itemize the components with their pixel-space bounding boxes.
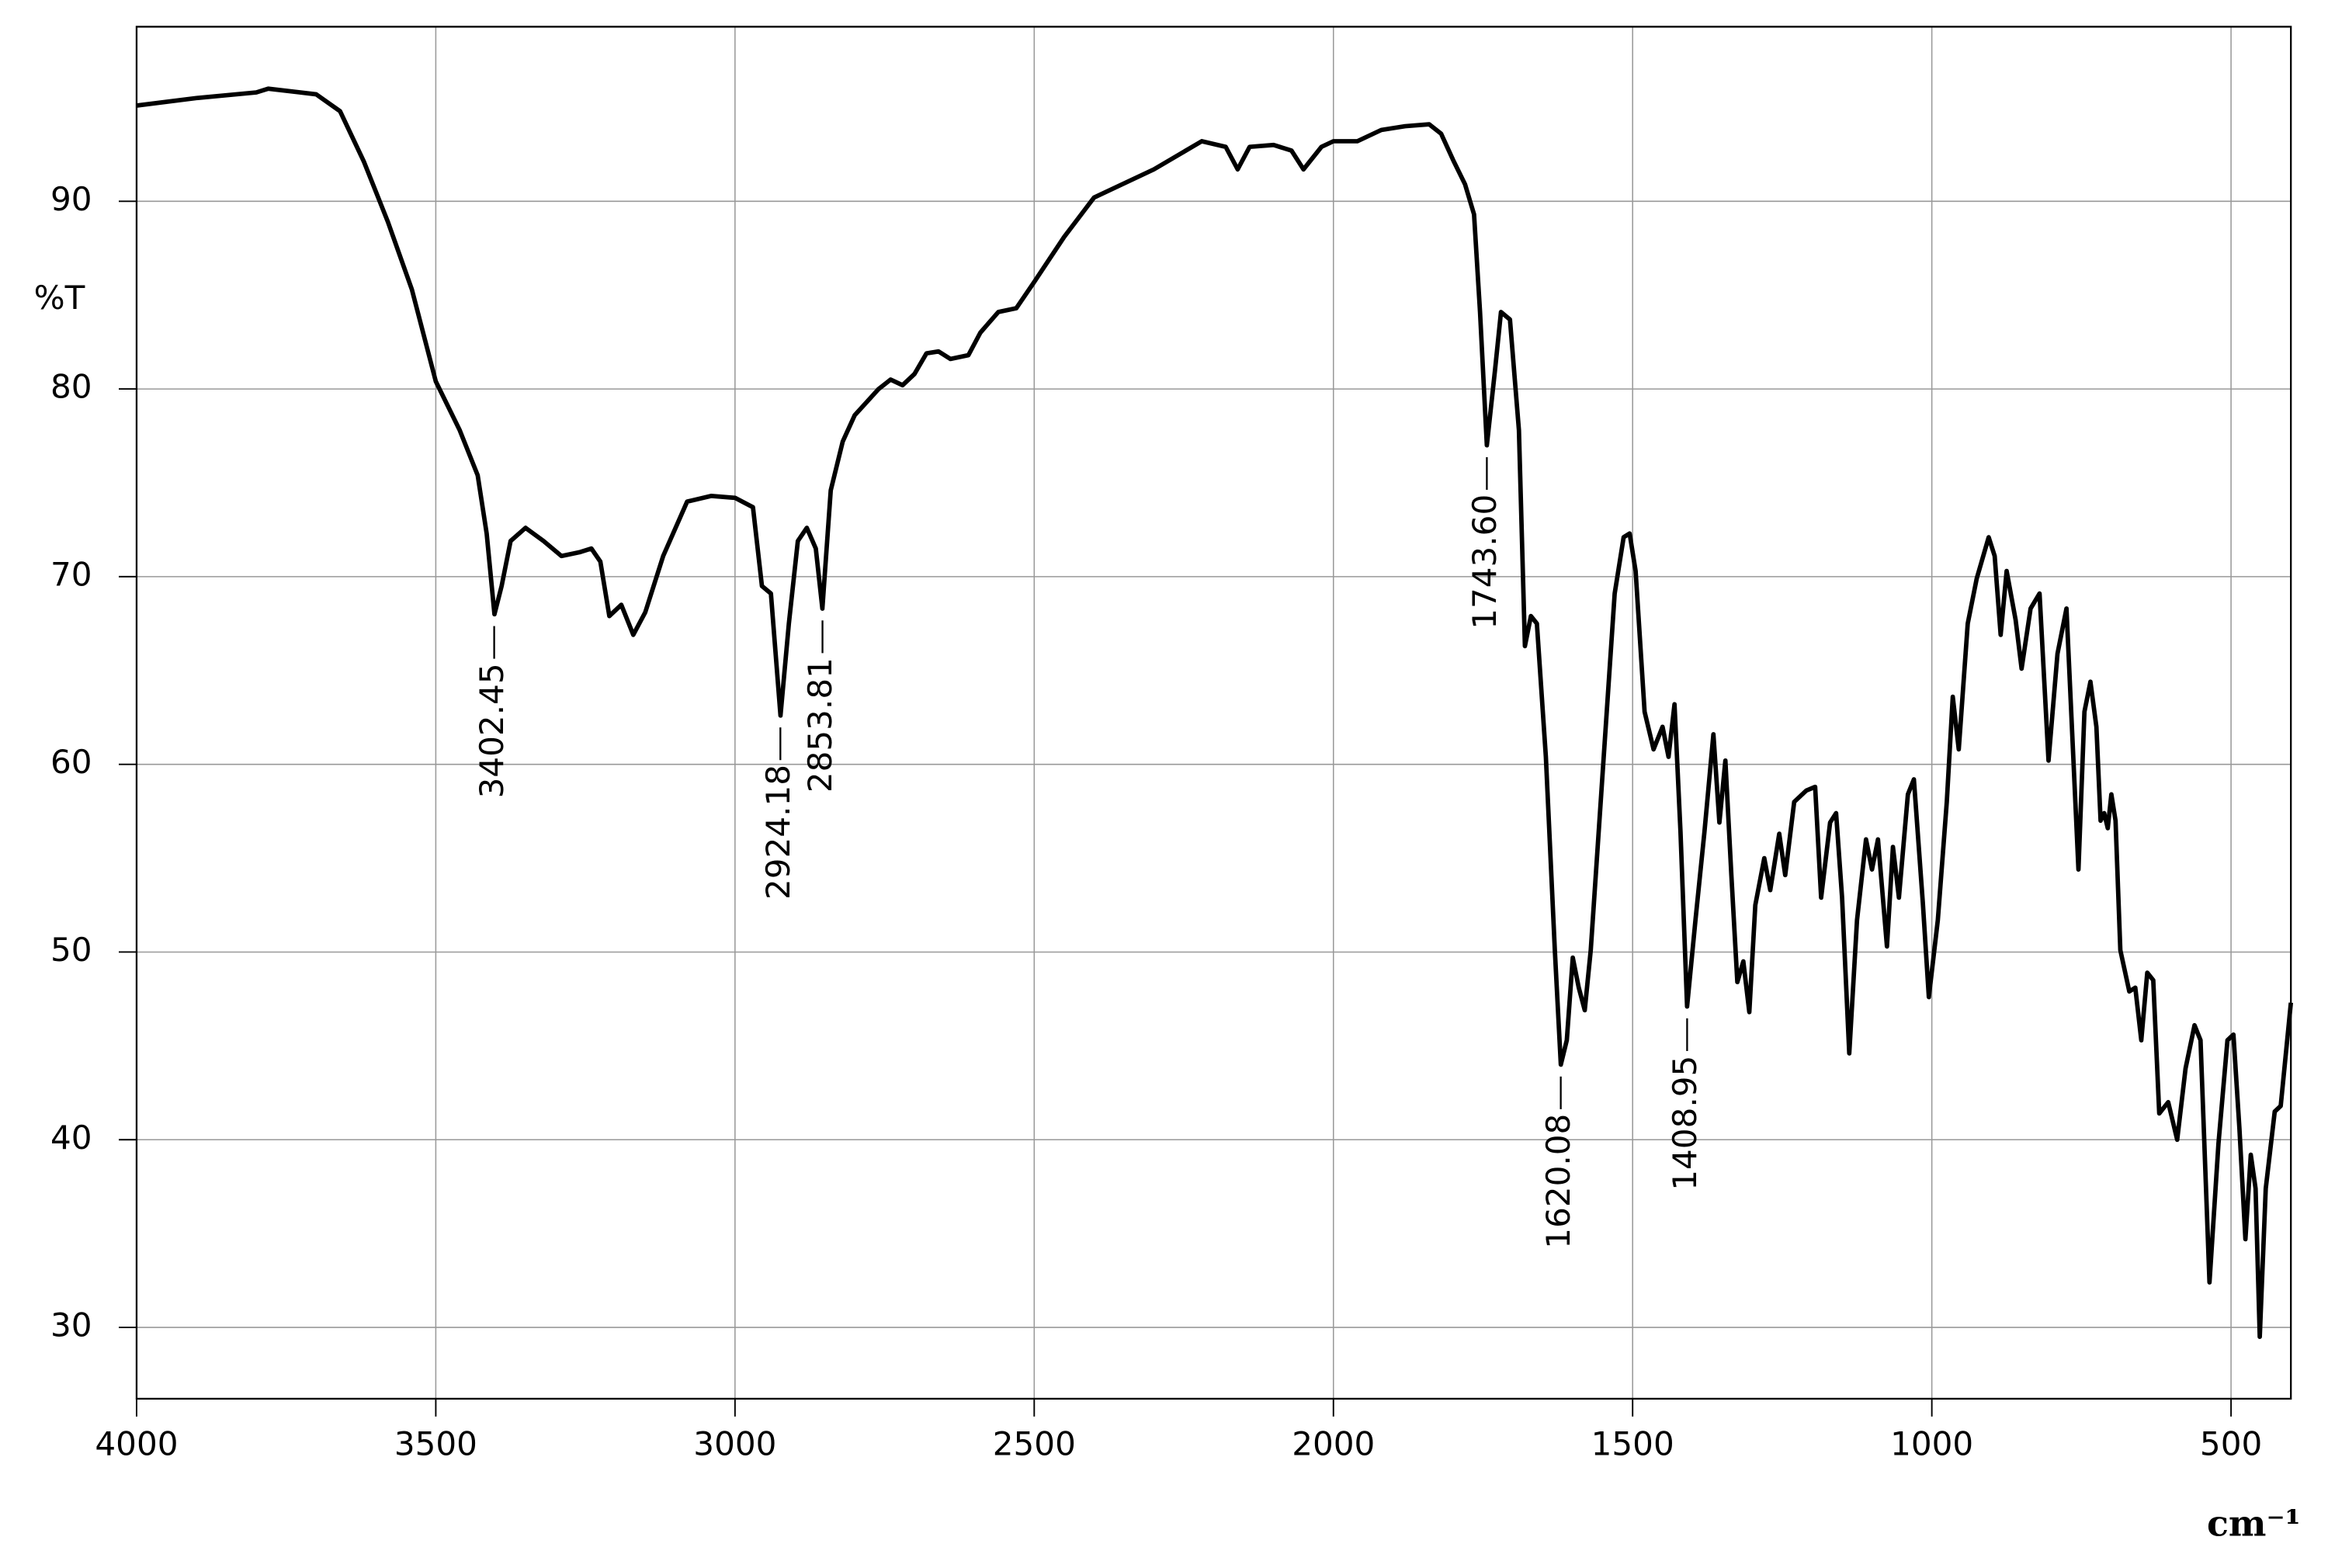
plot-frame	[135, 26, 2292, 1400]
y-tick-label: 50	[50, 931, 92, 969]
peak-label: 2924.18	[759, 765, 797, 900]
x-tick-label: 1000	[1890, 1425, 1973, 1463]
y-tick-label: 70	[50, 555, 92, 593]
peak-label: 1743.60	[1466, 494, 1504, 630]
peak-label: 2853.81	[801, 657, 839, 793]
x-tick-label: 1500	[1591, 1425, 1674, 1463]
peak-label: 1620.08	[1539, 1114, 1577, 1249]
y-tick-label: 40	[50, 1119, 92, 1157]
x-axis-label: cm⁻¹	[2207, 1502, 2301, 1544]
x-tick-label: 3500	[394, 1425, 477, 1463]
x-tick-label: 2000	[1292, 1425, 1375, 1463]
y-tick-label: 30	[50, 1306, 92, 1344]
y-axis-label: %T	[34, 279, 85, 317]
x-tick-label: 2500	[993, 1425, 1076, 1463]
y-tick-label: 90	[50, 180, 92, 218]
spectrum-line	[136, 86, 2294, 1340]
x-tick-label: 4000	[95, 1425, 178, 1463]
x-tick-label: 3000	[693, 1425, 776, 1463]
peak-label: 3402.45	[473, 663, 511, 798]
y-tick-label: 80	[50, 368, 92, 406]
peak-label: 1408.95	[1666, 1056, 1704, 1191]
x-tick-label: 500	[2200, 1425, 2262, 1463]
y-tick-label: 60	[50, 743, 92, 781]
